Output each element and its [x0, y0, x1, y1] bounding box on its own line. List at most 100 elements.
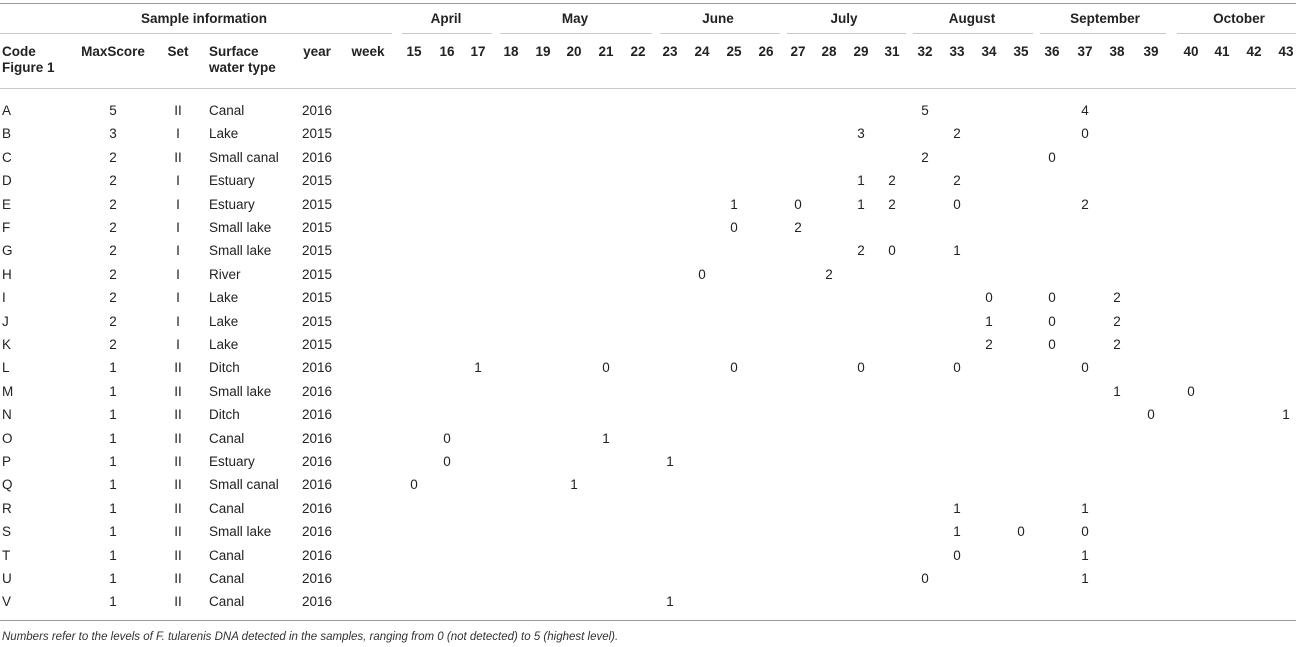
column-header: 35	[1013, 44, 1029, 59]
row-week-value: 0	[730, 220, 738, 235]
column-header: 17	[470, 44, 486, 59]
row-week-value: 0	[953, 360, 961, 375]
table-top-rule	[0, 3, 1296, 4]
row-week-value: 1	[730, 197, 738, 212]
row-week-value: 0	[602, 360, 610, 375]
row-surface-water-type: Small lake	[209, 384, 272, 399]
row-week-value: 1	[953, 524, 961, 539]
group-header: May	[561, 11, 589, 26]
column-header: 38	[1109, 44, 1125, 59]
column-header: 27	[790, 44, 806, 59]
row-code: A	[2, 103, 12, 118]
row-code: I	[2, 290, 6, 305]
row-week-value: 2	[1113, 337, 1121, 352]
row-week-value: 2	[857, 243, 865, 258]
row-year: 2016	[301, 384, 333, 399]
row-week-value: 0	[985, 290, 993, 305]
row-maxscore: 5	[109, 103, 117, 118]
row-week-value: 2	[888, 197, 896, 212]
row-week-value: 0	[953, 197, 961, 212]
row-week-value: 0	[1081, 524, 1089, 539]
row-surface-water-type: Canal	[209, 571, 245, 586]
row-surface-water-type: Small canal	[209, 150, 279, 165]
row-year: 2016	[301, 431, 333, 446]
row-week-value: 1	[602, 431, 610, 446]
row-surface-water-type: Canal	[209, 501, 245, 516]
row-maxscore: 1	[109, 477, 117, 492]
row-code: V	[2, 594, 12, 609]
group-underline	[787, 33, 906, 34]
row-week-value: 1	[953, 243, 961, 258]
column-header: 39	[1143, 44, 1159, 59]
group-underline	[402, 33, 492, 34]
column-header: Surface water type	[209, 44, 276, 75]
row-year: 2015	[301, 314, 333, 329]
row-set: II	[174, 594, 182, 609]
column-header: MaxScore	[81, 44, 145, 59]
row-year: 2015	[301, 220, 333, 235]
table-bottom-rule	[0, 620, 1296, 621]
row-week-value: 1	[857, 173, 865, 188]
row-maxscore: 1	[109, 360, 117, 375]
column-header: 36	[1044, 44, 1060, 59]
row-week-value: 2	[1113, 290, 1121, 305]
row-surface-water-type: Canal	[209, 594, 245, 609]
column-header: 16	[439, 44, 455, 59]
row-set: II	[174, 360, 182, 375]
row-maxscore: 3	[109, 126, 117, 141]
row-week-value: 0	[410, 477, 418, 492]
row-code: Q	[2, 477, 13, 492]
row-set: II	[174, 477, 182, 492]
column-header: 18	[503, 44, 519, 59]
row-code: U	[2, 571, 12, 586]
column-header: 32	[917, 44, 933, 59]
row-set: II	[174, 524, 182, 539]
group-header: April	[430, 11, 462, 26]
row-maxscore: 1	[109, 594, 117, 609]
row-year: 2015	[301, 267, 333, 282]
column-header: 23	[662, 44, 678, 59]
row-week-value: 0	[1147, 407, 1155, 422]
row-surface-water-type: Lake	[209, 337, 239, 352]
group-header: June	[702, 11, 734, 26]
row-code: K	[2, 337, 12, 352]
row-year: 2015	[301, 173, 333, 188]
row-set: II	[174, 103, 182, 118]
row-year: 2016	[301, 524, 333, 539]
row-maxscore: 2	[109, 173, 117, 188]
column-header: 31	[884, 44, 900, 59]
row-code: F	[2, 220, 11, 235]
row-set: I	[176, 267, 180, 282]
row-set: I	[176, 126, 180, 141]
row-week-value: 4	[1081, 103, 1089, 118]
row-year: 2015	[301, 337, 333, 352]
row-maxscore: 1	[109, 571, 117, 586]
row-week-value: 0	[888, 243, 896, 258]
row-maxscore: 2	[109, 337, 117, 352]
row-week-value: 2	[921, 150, 929, 165]
row-set: I	[176, 314, 180, 329]
row-week-value: 0	[1048, 290, 1056, 305]
row-week-value: 2	[1081, 197, 1089, 212]
group-underline	[0, 33, 392, 34]
row-code: J	[2, 314, 9, 329]
header-bottom-rule	[0, 88, 1296, 89]
row-surface-water-type: Lake	[209, 290, 239, 305]
row-surface-water-type: Ditch	[209, 407, 240, 422]
row-maxscore: 2	[109, 314, 117, 329]
row-maxscore: 1	[109, 431, 117, 446]
row-code: N	[2, 407, 12, 422]
column-header: 26	[758, 44, 774, 59]
row-week-value: 3	[857, 126, 865, 141]
row-week-value: 1	[1081, 548, 1089, 563]
row-week-value: 0	[443, 431, 451, 446]
row-code: C	[2, 150, 12, 165]
row-code: E	[2, 197, 12, 212]
column-header: 40	[1183, 44, 1199, 59]
row-year: 2016	[301, 571, 333, 586]
column-header: 22	[630, 44, 646, 59]
row-surface-water-type: Canal	[209, 548, 245, 563]
row-surface-water-type: Small lake	[209, 220, 272, 235]
group-header: July	[830, 11, 858, 26]
column-header: Set	[167, 44, 189, 59]
